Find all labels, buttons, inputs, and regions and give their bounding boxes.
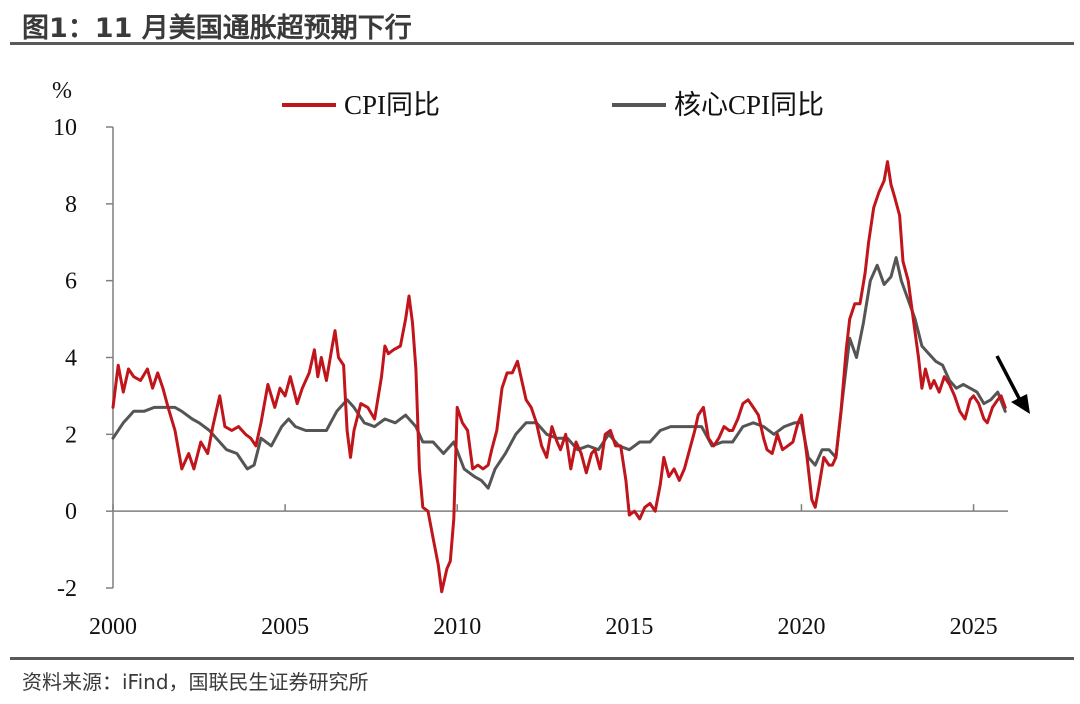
downward-arrow-icon [995, 355, 1030, 414]
x-tick-label: 2020 [777, 614, 825, 640]
y-tick-label: -2 [57, 576, 77, 602]
y-tick-label: 4 [65, 346, 77, 372]
series-line-cpi [111, 160, 1007, 594]
legend-label-core: 核心CPI同比 [674, 90, 824, 120]
y-tick-label: 10 [53, 115, 77, 141]
y-tick-label: 8 [65, 192, 77, 218]
legend-label-cpi: CPI同比 [344, 90, 440, 120]
source-note: 资料来源：iFind，国联民生证券研究所 [22, 670, 369, 694]
chart-axes: -2 0 2 4 6 8 10 2000 2005 2010 2015 2020 2025 [53, 115, 1008, 640]
y-tick-label: 6 [65, 269, 77, 295]
series-line-core-cpi [111, 256, 1007, 490]
x-tick-label: 2000 [89, 614, 137, 640]
x-tick-label: 2010 [433, 614, 481, 640]
x-tick-label: 2025 [950, 614, 998, 640]
x-tick-label: 2015 [605, 614, 653, 640]
y-axis-label: % [52, 78, 72, 104]
chart-legend: CPI同比 核心CPI同比 [282, 90, 824, 120]
title-rule [10, 42, 1074, 45]
y-tick-label: 2 [65, 422, 77, 448]
chart-series [111, 160, 1007, 594]
y-tick-label: 0 [65, 499, 77, 525]
source-rule [10, 657, 1074, 660]
figure-title: 图1：11 月美国通胀超预期下行 [22, 13, 412, 44]
x-tick-label: 2005 [261, 614, 309, 640]
